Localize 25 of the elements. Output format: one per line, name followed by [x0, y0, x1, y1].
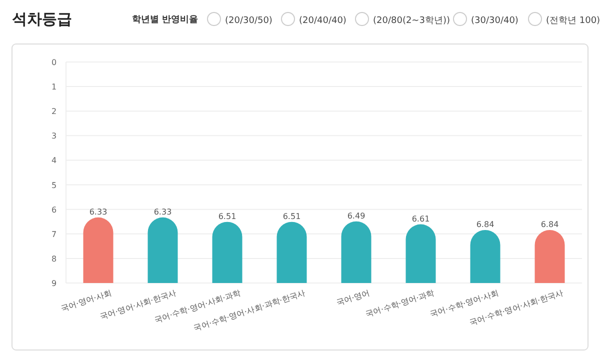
data-label: 6.51	[282, 212, 301, 221]
data-label: 6.84	[476, 220, 494, 229]
text: (전학년 100)	[546, 16, 600, 26]
data-label: 6.61	[412, 214, 430, 224]
text: (20/80(2~3학년))	[373, 16, 450, 26]
data-label: 6.33	[89, 207, 108, 216]
y-tick-label: 2	[51, 107, 57, 116]
y-tick-label: 1	[51, 82, 57, 92]
y-tick-label: 8	[51, 254, 57, 264]
chart-title: 석차등급	[12, 10, 72, 28]
y-tick-label: 6	[51, 205, 57, 214]
y-tick-label: 5	[51, 180, 57, 190]
data-label: 6.51	[218, 212, 236, 221]
text: (20/40/40)	[299, 16, 346, 26]
text: 학년별 반영비율	[132, 15, 198, 25]
y-tick-label: 9	[51, 279, 57, 288]
y-tick-label: 7	[51, 230, 57, 239]
text: (30/30/40)	[471, 16, 518, 26]
text: (20/30/50)	[225, 16, 272, 26]
data-label: 6.49	[347, 211, 366, 220]
y-tick-label: 4	[51, 156, 57, 166]
y-tick-label: 0	[51, 58, 57, 67]
y-tick-label: 3	[51, 132, 57, 141]
data-label: 6.33	[154, 207, 172, 216]
data-label: 6.84	[540, 220, 559, 229]
